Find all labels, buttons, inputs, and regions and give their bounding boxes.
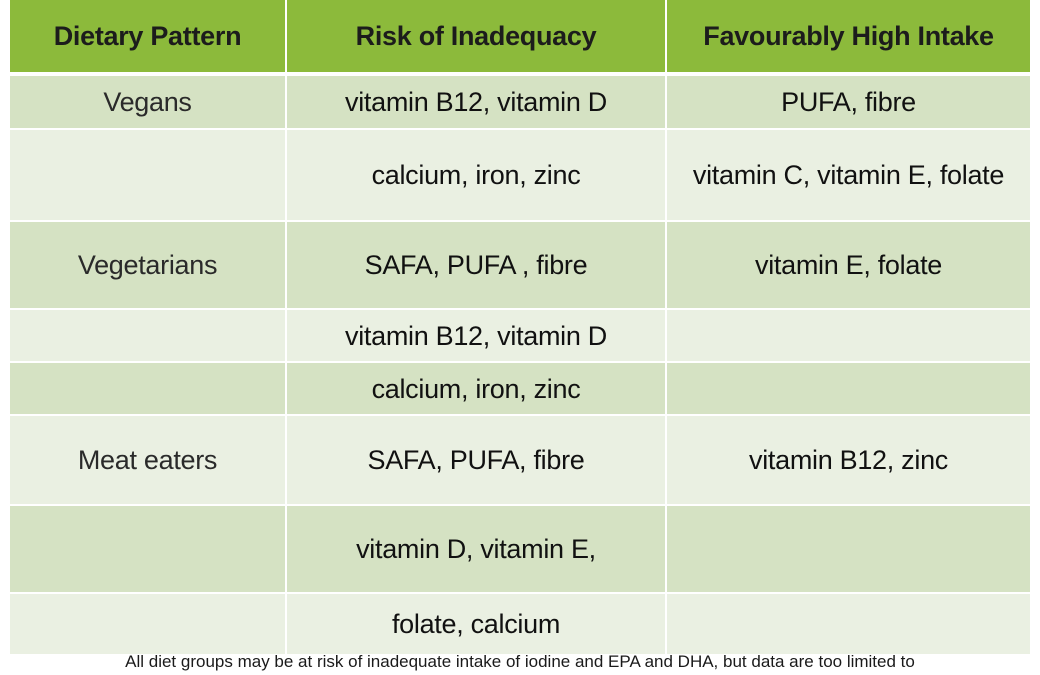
pattern-cell xyxy=(10,309,287,363)
table-row: Meat eaters SAFA, PUFA, fibre vitamin B1… xyxy=(10,415,1030,506)
risk-cell: SAFA, PUFA , fibre xyxy=(286,221,667,310)
table-row: folate, calcium xyxy=(10,593,1030,656)
risk-cell: vitamin B12, vitamin D xyxy=(286,309,667,363)
intake-cell: PUFA, fibre xyxy=(666,74,1030,130)
table-row: Vegans vitamin B12, vitamin D PUFA, fibr… xyxy=(10,74,1030,130)
pattern-cell xyxy=(10,362,287,416)
risk-cell: calcium, iron, zinc xyxy=(286,362,667,416)
intake-cell: vitamin B12, zinc xyxy=(666,415,1030,506)
intake-cell xyxy=(666,505,1030,594)
intake-cell xyxy=(666,593,1030,656)
table-row: Vegetarians SAFA, PUFA , fibre vitamin E… xyxy=(10,221,1030,310)
pattern-cell: Meat eaters xyxy=(10,415,287,506)
pattern-cell xyxy=(10,129,287,222)
intake-cell xyxy=(666,309,1030,363)
table-row: vitamin D, vitamin E, xyxy=(10,505,1030,594)
header-dietary-pattern: Dietary Pattern xyxy=(10,0,287,76)
risk-cell: calcium, iron, zinc xyxy=(286,129,667,222)
risk-cell: vitamin D, vitamin E, xyxy=(286,505,667,594)
risk-cell: folate, calcium xyxy=(286,593,667,656)
table-header-row: Dietary Pattern Risk of Inadequacy Favou… xyxy=(10,0,1030,76)
pattern-cell: Vegans xyxy=(10,74,287,130)
table-row: vitamin B12, vitamin D xyxy=(10,309,1030,363)
risk-cell: vitamin B12, vitamin D xyxy=(286,74,667,130)
table-row: calcium, iron, zinc vitamin C, vitamin E… xyxy=(10,129,1030,222)
header-favourably-high-intake: Favourably High Intake xyxy=(666,0,1030,76)
dietary-pattern-table: Dietary Pattern Risk of Inadequacy Favou… xyxy=(10,0,1030,656)
intake-cell: vitamin C, vitamin E, folate xyxy=(666,129,1030,222)
pattern-cell xyxy=(10,505,287,594)
header-risk-of-inadequacy: Risk of Inadequacy xyxy=(286,0,667,76)
pattern-cell: Vegetarians xyxy=(10,221,287,310)
footnote: All diet groups may be at risk of inadeq… xyxy=(125,652,915,671)
risk-cell: SAFA, PUFA, fibre xyxy=(286,415,667,506)
table-row: calcium, iron, zinc xyxy=(10,362,1030,416)
pattern-cell xyxy=(10,593,287,656)
intake-cell: vitamin E, folate xyxy=(666,221,1030,310)
intake-cell xyxy=(666,362,1030,416)
